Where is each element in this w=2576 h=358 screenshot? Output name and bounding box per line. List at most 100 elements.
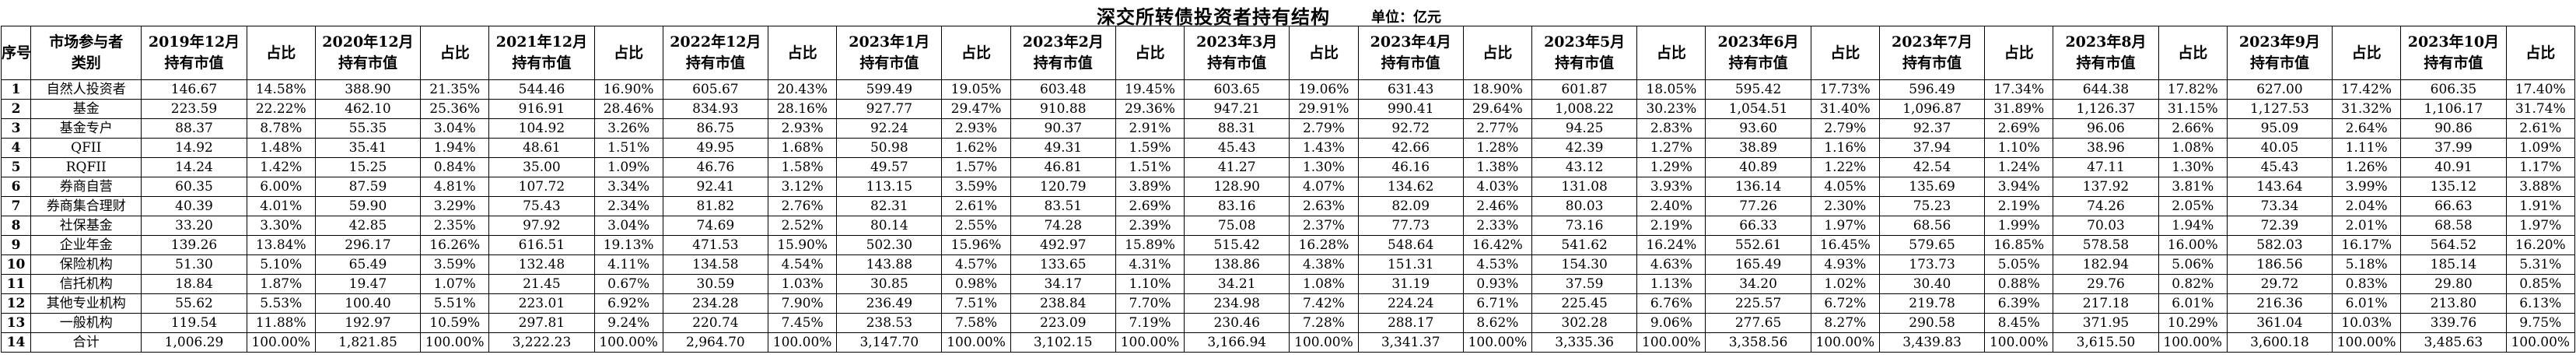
cell-value: 96.06 [2053,118,2159,139]
cell-value: 2,964.70 [662,332,769,353]
cell-value: 601.87 [1531,79,1638,100]
cell-ratio: 17.73% [1810,79,1880,100]
cell-ratio: 31.15% [2158,99,2228,119]
cell-value: 3,166.94 [1184,332,1290,353]
cell-ratio: 2.01% [2332,216,2402,236]
header-period-value: 2023年10月 持有市值 [2400,26,2507,80]
table-row: 2 基金 223.59 22.22% 462.10 25.36% 916.91 28.46% 8… [0,99,2576,119]
cell-ratio: 5.10% [246,254,316,275]
cell-value: 1,008.22 [1531,99,1638,119]
cell-value: 90.37 [1010,118,1116,139]
cell-value: 541.62 [1531,235,1638,255]
cell-value: 137.92 [2053,177,2159,197]
cell-value: 1,821.85 [314,332,422,353]
cell-index: 13 [0,313,32,333]
cell-ratio: 100.00% [941,332,1011,353]
cell-category: 基金专户 [30,118,142,139]
cell-value: 100.40 [314,293,422,314]
cell-value: 297.81 [488,313,595,333]
cell-category: 保险机构 [30,254,142,275]
cell-ratio: 16.90% [593,79,663,100]
cell-ratio: 4.81% [420,177,490,197]
cell-ratio: 4.93% [1810,254,1880,275]
cell-category: 券商自营 [30,177,142,197]
cell-ratio: 3.93% [1636,177,1706,197]
cell-value: 15.25 [314,157,422,177]
cell-ratio: 2.04% [2332,196,2402,216]
header-period-value: 2023年5月 持有市值 [1531,26,1638,80]
holdings-table: 序号 市场参与者 类别 2019年12月 持有市值 占比 2020年12月 持有市值 占比… [0,26,2576,353]
cell-ratio: 16.17% [2332,235,2402,255]
cell-value: 95.09 [2226,118,2333,139]
cell-ratio: 6.71% [1462,293,1533,314]
cell-ratio: 3.30% [246,216,316,236]
cell-value: 83.51 [1010,196,1116,216]
cell-value: 234.98 [1184,293,1290,314]
cell-ratio: 100.00% [768,332,838,353]
cell-ratio: 1.97% [1810,216,1880,236]
cell-ratio: 100.00% [2332,332,2402,353]
cell-ratio: 4.57% [941,254,1011,275]
cell-value: 29.76 [2053,274,2159,294]
cell-ratio: 7.19% [1115,313,1185,333]
cell-ratio: 1.51% [593,138,663,158]
cell-index: 11 [0,274,32,294]
cell-ratio: 1.62% [941,138,1011,158]
cell-value: 3,222.23 [488,332,595,353]
header-ratio: 占比 [941,26,1011,80]
cell-value: 213.80 [2400,293,2507,314]
cell-value: 388.90 [314,79,422,100]
cell-ratio: 7.70% [1115,293,1185,314]
cell-ratio: 2.77% [1462,118,1533,139]
header-ratio: 占比 [593,26,663,80]
cell-value: 134.58 [662,254,769,275]
cell-ratio: 0.88% [1984,274,2054,294]
cell-ratio: 0.93% [1462,274,1533,294]
cell-ratio: 20.43% [768,79,838,100]
cell-ratio: 2.37% [1289,216,1359,236]
cell-ratio: 19.05% [941,79,1011,100]
cell-ratio: 18.05% [1636,79,1706,100]
table-row: 5 RQFII 14.24 1.42% 15.25 0.84% 35.00 1.09% 46.7… [0,157,2576,177]
cell-ratio: 2.40% [1636,196,1706,216]
cell-ratio: 29.64% [1462,99,1533,119]
cell-value: 30.40 [1878,274,1986,294]
cell-value: 3,335.36 [1531,332,1638,353]
cell-value: 66.63 [2400,196,2507,216]
cell-value: 3,102.15 [1010,332,1116,353]
cell-ratio: 2.52% [768,216,838,236]
cell-ratio: 3.34% [593,177,663,197]
cell-value: 916.91 [488,99,595,119]
cell-ratio: 0.67% [593,274,663,294]
cell-ratio: 1.48% [246,138,316,158]
cell-index: 4 [0,138,32,158]
cell-ratio: 1.03% [768,274,838,294]
cell-ratio: 15.89% [1115,235,1185,255]
cell-ratio: 31.40% [1810,99,1880,119]
cell-value: 47.11 [2053,157,2159,177]
cell-ratio: 2.30% [1810,196,1880,216]
cell-ratio: 11.88% [246,313,316,333]
cell-value: 38.89 [1705,138,1811,158]
cell-index: 1 [0,79,32,100]
cell-ratio: 6.13% [2505,293,2576,314]
cell-value: 154.30 [1531,254,1638,275]
cell-value: 1,054.51 [1705,99,1811,119]
cell-value: 134.62 [1357,177,1464,197]
cell-ratio: 8.78% [246,118,316,139]
cell-ratio: 1.68% [768,138,838,158]
cell-ratio: 1.91% [2505,196,2576,216]
cell-ratio: 100.00% [1810,332,1880,353]
cell-ratio: 4.38% [1289,254,1359,275]
cell-value: 33.20 [141,216,247,236]
cell-value: 43.12 [1531,157,1638,177]
cell-ratio: 1.09% [593,157,663,177]
cell-value: 151.31 [1357,254,1464,275]
cell-ratio: 1.51% [1115,157,1185,177]
cell-ratio: 100.00% [1636,332,1706,353]
cell-value: 37.94 [1878,138,1986,158]
cell-value: 595.42 [1705,79,1811,100]
header-period-value: 2021年12月 持有市值 [488,26,595,80]
cell-ratio: 1.22% [1810,157,1880,177]
